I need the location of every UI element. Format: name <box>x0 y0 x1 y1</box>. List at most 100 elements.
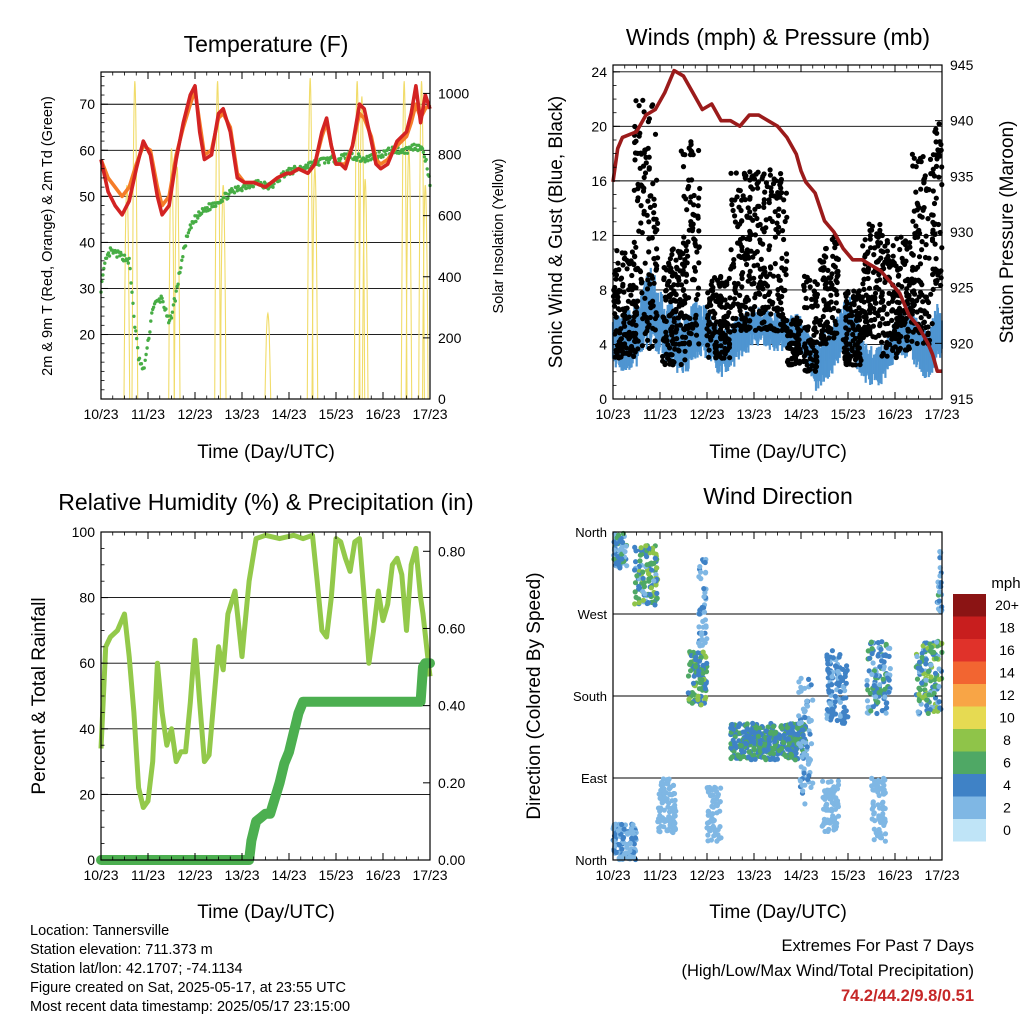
dewpoint-point <box>271 185 275 189</box>
speed-label: 4 <box>1003 777 1011 793</box>
gust-point <box>872 316 878 323</box>
direction-point <box>632 589 638 595</box>
x-tick-label: 17/23 <box>924 867 959 883</box>
direction-point <box>706 788 712 794</box>
gust-point <box>737 221 743 227</box>
gust-point <box>684 207 690 213</box>
gust-point <box>912 277 918 283</box>
direction-point <box>842 719 848 725</box>
gust-point <box>932 266 938 272</box>
direction-point <box>799 754 805 760</box>
gust-point <box>744 261 750 268</box>
direction-point <box>820 778 826 784</box>
gust-point <box>865 323 872 329</box>
y2-tick-label: 0.00 <box>438 852 465 868</box>
gust-point <box>712 322 718 328</box>
dewpoint-point <box>157 297 161 301</box>
direction-point <box>870 799 876 805</box>
precipitation-series <box>96 658 435 865</box>
gust-point <box>823 246 829 252</box>
gust-point <box>738 327 744 333</box>
x-tick-label: 13/23 <box>224 867 259 883</box>
direction-point <box>796 741 802 747</box>
direction-point <box>785 746 791 752</box>
gust-point <box>813 349 819 355</box>
gust-point <box>844 361 850 368</box>
gust-point <box>707 298 713 304</box>
speed-swatch <box>953 684 986 707</box>
gust-point <box>722 339 728 345</box>
gust-point <box>936 270 942 276</box>
speed-label: 20+ <box>995 597 1019 613</box>
direction-point <box>671 822 677 828</box>
direction-point <box>656 825 662 831</box>
gust-point <box>751 280 757 286</box>
gust-point <box>846 319 852 325</box>
direction-point <box>786 741 792 747</box>
gust-point <box>752 304 758 310</box>
direction-point <box>830 710 836 717</box>
gust-point <box>679 301 685 307</box>
gust-point <box>647 281 653 287</box>
direction-point <box>868 639 875 645</box>
speed-label: 6 <box>1003 755 1011 771</box>
gust-point <box>803 295 809 301</box>
dewpoint-point <box>386 146 391 150</box>
gust-point <box>763 217 769 223</box>
direction-point <box>826 792 832 798</box>
y-tick-label: North <box>575 853 607 868</box>
gust-point <box>717 322 723 328</box>
gust-point <box>861 299 867 305</box>
gust-point <box>744 294 750 300</box>
direction-point <box>936 676 942 683</box>
gust-point <box>716 281 722 287</box>
gust-point <box>933 163 940 169</box>
gust-point <box>933 195 939 201</box>
gust-point <box>833 277 839 284</box>
gust-point <box>938 141 944 148</box>
gust-point <box>679 282 685 288</box>
gust-point <box>923 324 929 331</box>
gust-point <box>872 290 879 296</box>
gust-point <box>910 163 916 169</box>
x-tick-label: 11/23 <box>643 406 677 422</box>
dewpoint-point <box>143 358 147 362</box>
gust-point <box>635 338 641 344</box>
gust-point <box>774 220 780 226</box>
y2-tick-label: 945 <box>950 57 974 73</box>
gust-point <box>661 265 667 271</box>
gust-point <box>926 313 932 319</box>
direction-point <box>701 609 708 615</box>
gust-point <box>630 282 636 288</box>
direction-point <box>748 757 755 763</box>
gust-point <box>671 359 677 365</box>
dewpoint-point <box>131 301 135 305</box>
y-tick-label: 40 <box>79 234 95 250</box>
direction-point <box>841 704 847 710</box>
direction-point <box>884 705 890 711</box>
extremes-summary: Extremes For Past 7 Days (High/Low/Max W… <box>681 934 974 1009</box>
gust-point <box>646 345 653 351</box>
gust-point <box>639 183 645 189</box>
gust-point <box>920 340 927 346</box>
gust-point <box>812 279 818 285</box>
direction-point <box>914 653 920 660</box>
direction-point <box>776 747 782 754</box>
gust-point <box>933 256 939 262</box>
gust-point <box>882 332 888 338</box>
direction-point <box>752 756 758 762</box>
gust-point <box>852 327 858 333</box>
direction-point <box>773 735 779 741</box>
gust-point <box>893 320 900 327</box>
temperature-2m-series <box>99 84 432 217</box>
gust-point <box>830 253 836 259</box>
gust-point <box>722 319 728 325</box>
gust-point <box>789 362 795 368</box>
gust-point <box>695 292 701 298</box>
gust-point <box>613 276 619 282</box>
gust-point <box>932 241 938 247</box>
gust-point <box>762 269 768 275</box>
direction-point <box>661 824 667 830</box>
direction-point <box>612 843 618 849</box>
dewpoint-series <box>99 142 432 371</box>
